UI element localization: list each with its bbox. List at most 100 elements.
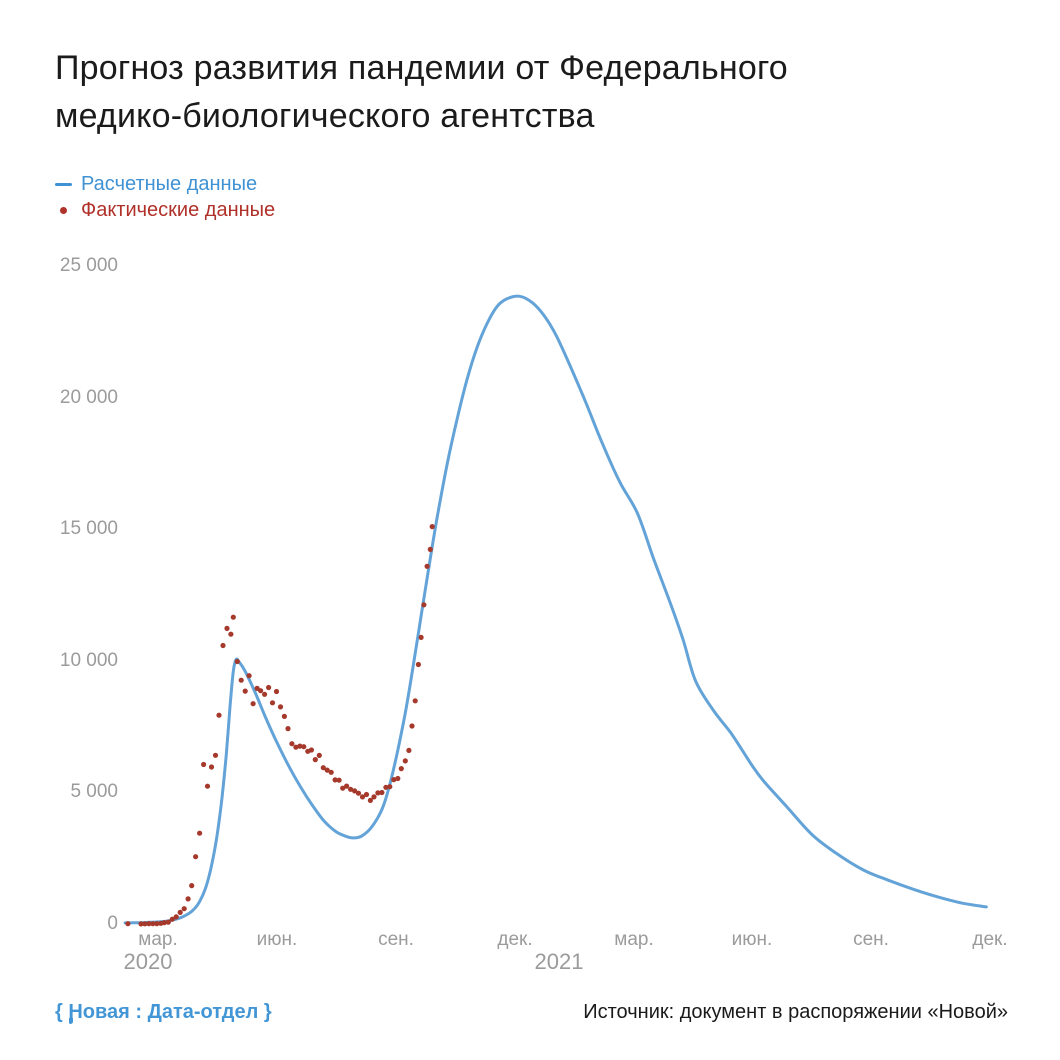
legend: Расчетные данные Фактические данные [55, 171, 275, 223]
actual-data-dot [391, 777, 397, 783]
actual-data-dot [324, 767, 330, 773]
actual-data-dot [169, 916, 175, 922]
actual-data-dot [297, 743, 303, 749]
dot-marker-icon [60, 206, 67, 214]
actual-data-dot [173, 914, 179, 920]
x-tick-label: дек. [972, 929, 1008, 950]
actual-data-dot [181, 906, 187, 912]
actual-data-dot [344, 783, 350, 789]
x-tick-label: сен. [853, 929, 889, 950]
actual-data-dot [197, 830, 203, 836]
x-tick-label: дек. [497, 929, 533, 950]
actual-data-dot [208, 764, 215, 770]
legend-item-computed: Расчетные данные [55, 171, 275, 197]
actual-data-dot [429, 524, 435, 530]
legend-label-computed: Расчетные данные [81, 172, 258, 195]
actual-data-dot [418, 634, 424, 641]
actual-data-dot [273, 688, 280, 695]
actual-data-dot [402, 758, 408, 764]
brand-link[interactable]: { Новая : Дата-отдел } [55, 1001, 272, 1023]
actual-data-dot [387, 784, 393, 790]
actual-data-dot [193, 854, 199, 860]
actual-data-dot [421, 602, 427, 608]
actual-data-dot [230, 614, 236, 620]
chart-title-line-2: медико-биологического агентства [55, 97, 595, 135]
year-label: 2021 [534, 949, 584, 974]
actual-data-dot [328, 769, 334, 775]
actual-data-dot [398, 766, 404, 772]
actual-data-dot [269, 700, 276, 706]
y-tick-label: 10 000 [59, 650, 118, 671]
actual-data-dot [161, 920, 167, 926]
x-tick-label: сен. [378, 929, 414, 950]
computed-data-line [123, 294, 988, 925]
actual-data-dot [246, 673, 252, 679]
actual-data-dot [238, 677, 244, 683]
actual-data-dot [204, 783, 211, 789]
chart-title: Прогноз развития пандемии от Федеральног… [55, 44, 1035, 140]
x-tick-label: мар. [138, 929, 178, 950]
actual-data-dot [262, 691, 268, 697]
actual-data-dot [142, 921, 148, 927]
actual-data-dot [150, 921, 156, 927]
actual-data-dot [348, 786, 354, 792]
actual-data-dot [285, 726, 291, 732]
y-tick-label: 0 [107, 913, 118, 934]
actual-data-dot [138, 921, 144, 927]
actual-data-dot [125, 921, 131, 927]
actual-data-dot [367, 797, 373, 804]
actual-data-dot [234, 658, 240, 665]
source-text: Источник: документ в распоряжении «Новой… [583, 1001, 1008, 1023]
actual-data-dot [258, 688, 264, 694]
actual-data-dot [189, 883, 195, 889]
x-tick-label: июн. [256, 929, 298, 950]
actual-data-dot [146, 921, 152, 927]
actual-data-dot [379, 789, 385, 796]
y-tick-label: 15 000 [59, 518, 118, 539]
actual-data-dot [355, 790, 362, 796]
actual-data-dot [332, 777, 338, 783]
actual-data-dot [406, 747, 412, 754]
actual-data-dot [165, 919, 171, 925]
actual-data-dot [320, 765, 326, 771]
actual-data-dot [293, 744, 299, 750]
y-tick-label: 20 000 [59, 387, 118, 408]
actual-data-dot [383, 784, 389, 790]
actual-data-dot [424, 563, 430, 569]
actual-data-dot [352, 788, 358, 794]
actual-data-dot [228, 631, 234, 637]
actual-data-dot [185, 896, 191, 902]
actual-data-dot [266, 684, 272, 691]
actual-data-dot [154, 921, 160, 927]
actual-data-dot [409, 723, 415, 729]
actual-data-dot [224, 625, 230, 632]
year-label: 2020 [123, 949, 173, 974]
brand-comma-icon [69, 1018, 73, 1024]
actual-data-dot [371, 794, 377, 800]
legend-item-actual: Фактические данные [55, 197, 275, 223]
actual-data-dot [177, 909, 183, 916]
x-tick-label: мар. [614, 929, 654, 950]
legend-label-actual: Фактические данные [81, 198, 276, 221]
actual-data-dot [412, 698, 418, 704]
actual-data-dot [201, 761, 207, 768]
actual-data-dot [212, 752, 219, 758]
actual-data-dot [250, 701, 256, 707]
actual-data-dot [415, 661, 421, 668]
actual-data-dot [427, 546, 433, 553]
x-tick-label: июн. [731, 929, 773, 950]
actual-data-dot [363, 791, 370, 798]
line-marker-icon [55, 182, 72, 186]
actual-data-dot [281, 713, 287, 720]
actual-data-dot [340, 785, 346, 791]
actual-data-dot [375, 790, 381, 796]
actual-data-dot [359, 794, 366, 800]
actual-data-dot [308, 747, 314, 753]
actual-data-dot [277, 704, 284, 710]
actual-data-dot [312, 757, 318, 763]
chart-title-line-1: Прогноз развития пандемии от Федеральног… [55, 49, 788, 87]
y-tick-label: 5 000 [70, 781, 118, 802]
